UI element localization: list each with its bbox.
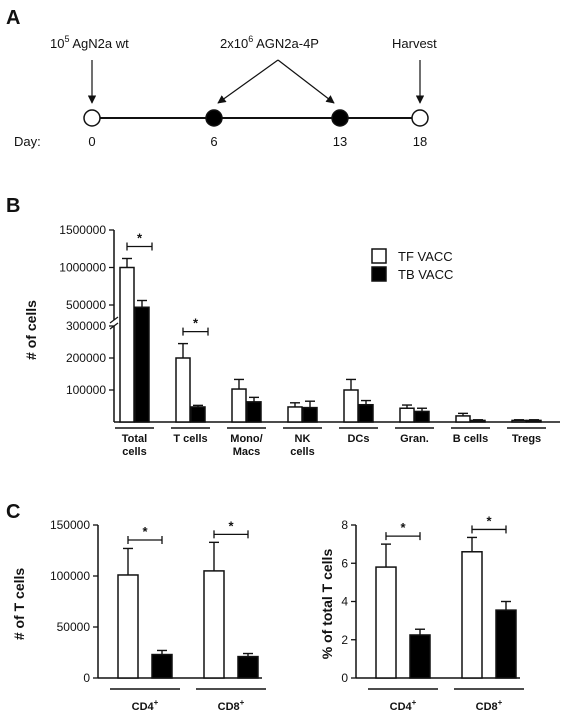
panel-c-right-significance-star: *	[486, 513, 492, 528]
panel-label-c: C	[6, 501, 20, 523]
panel-c-right-significance-star: *	[400, 520, 406, 535]
panel-b-category-label: B cells	[453, 433, 488, 445]
panel-b-category-label: Total	[122, 433, 147, 445]
panel-b-chart: # of cells 1500000 1000000 500000 300000 200…	[23, 223, 560, 458]
panel-b-category-label: Tregs	[512, 433, 541, 445]
panel-b-category-label: Macs	[233, 446, 261, 458]
panel-c-left-y-tick-label: 100000	[50, 569, 90, 583]
panel-b-bar-tf	[511, 419, 527, 423]
panel-c-left-significance-star: *	[228, 518, 234, 533]
timeline: 105 AgN2a wt 2x106 AGN2a-4P Harvest Day:	[14, 34, 437, 149]
panel-label-a: A	[6, 7, 20, 29]
panel-b-bar-tf	[231, 388, 247, 423]
panel-c-right-y-tick-label: 4	[341, 595, 348, 609]
panel-c-right-bar-tf	[461, 551, 483, 679]
panel-c-left-category-label: CD4+	[132, 698, 159, 713]
panel-c-left-bar-tf	[203, 570, 225, 679]
annotation-harvest: Harvest	[392, 36, 437, 51]
panel-b-bar-tb	[470, 419, 486, 423]
day-number-18: 18	[413, 134, 427, 149]
panel-c-right-bar-tb	[409, 634, 431, 679]
legend-swatch-tf-vacc	[371, 248, 387, 264]
panel-b-bar-tb	[134, 306, 150, 423]
legend-label-tf-vacc: TF VACC	[398, 249, 453, 264]
panel-c-left-category-label: CD8+	[218, 698, 245, 713]
panel-c-left-chart: # of T cells 150000 100000 50000 0 CD4+ CD8+ *…	[11, 518, 266, 713]
panel-b-category-label: NK	[295, 433, 311, 445]
panel-b-bar-tf	[455, 415, 471, 423]
panel-c-right-y-axis-title: % of total T cells	[319, 549, 335, 660]
day-label: Day:	[14, 134, 41, 149]
timeline-node-day-18	[411, 109, 429, 127]
panel-c-left-bar-tf	[117, 574, 139, 679]
day-number-13: 13	[333, 134, 347, 149]
day-number-0: 0	[88, 134, 95, 149]
panel-b-bar-tf	[119, 266, 135, 423]
panel-b-bar-tb	[526, 419, 542, 423]
legend: TF VACC TB VACC	[371, 248, 453, 282]
timeline-node-day-6	[205, 109, 223, 127]
panel-c-right-category-label: CD4+	[390, 698, 417, 713]
panel-b-bar-tb	[414, 410, 430, 423]
timeline-node-day-0	[83, 109, 101, 127]
panel-b-y-tick-label: 1000000	[59, 261, 106, 275]
panel-c-right-bar-tf	[375, 566, 397, 679]
panel-c-right-category-label: CD8+	[476, 698, 503, 713]
panel-b-bar-tf	[287, 406, 303, 423]
panel-c-left-bar-tb	[237, 655, 259, 679]
panel-b-y-tick-label: 1500000	[59, 223, 106, 237]
day-number-6: 6	[210, 134, 217, 149]
panel-c-left-y-tick-label: 50000	[57, 620, 91, 634]
panel-b-axis-break-mark	[109, 316, 119, 324]
arrow-day6	[217, 59, 279, 104]
panel-c-right-bar-tb	[495, 609, 517, 679]
panel-b-y-tick-label: 300000	[66, 319, 106, 333]
annotation-agn2a-wt: 105 AgN2a wt	[50, 34, 129, 51]
panel-b-category-label: cells	[122, 446, 146, 458]
panel-c-left-y-tick-label: 0	[83, 671, 90, 685]
legend-label-tb-vacc: TB VACC	[398, 267, 453, 282]
panel-b-y-tick-label: 100000	[66, 383, 106, 397]
panel-b-category-label: cells	[290, 446, 314, 458]
panel-c-left-y-tick-label: 150000	[50, 518, 90, 532]
panel-b-bar-tb	[190, 406, 206, 423]
panel-b-y-tick-label: 200000	[66, 351, 106, 365]
panel-b-y-tick-label: 500000	[66, 298, 106, 312]
panel-b-category-label: DCs	[347, 433, 369, 445]
panel-b-bar-tf	[175, 357, 191, 423]
panel-b-category-label: Mono/	[230, 433, 262, 445]
panel-c-left-y-axis-title: # of T cells	[11, 568, 27, 641]
panel-b-y-axis-title: # of cells	[23, 300, 39, 360]
panel-b-bar-tf	[399, 407, 415, 423]
panel-c-right-chart: % of total T cells 8 6 4 2 0 CD4+ CD8+ * *	[319, 513, 524, 713]
panel-c-right-y-tick-label: 8	[341, 518, 348, 532]
panel-b-significance-star: *	[137, 231, 143, 246]
legend-swatch-tb-vacc	[371, 266, 387, 282]
panel-c-right-y-tick-label: 0	[341, 671, 348, 685]
panel-b-bar-tb	[246, 401, 262, 423]
panel-b-category-label: Gran.	[400, 433, 429, 445]
panel-b-bar-tb	[358, 403, 374, 423]
panel-c-right-y-tick-label: 2	[341, 633, 348, 647]
panel-c-right-y-tick-label: 6	[341, 556, 348, 570]
annotation-agn2a-4p: 2x106 AGN2a-4P	[220, 34, 319, 51]
panel-b-bar-tf	[343, 389, 359, 423]
panel-label-b: B	[6, 195, 20, 217]
timeline-node-day-13	[331, 109, 349, 127]
panel-b-significance-star: *	[193, 316, 199, 331]
panel-b-bar-tb	[302, 406, 318, 423]
panel-c-left-significance-star: *	[142, 524, 148, 539]
panel-b-category-label: T cells	[173, 433, 207, 445]
panel-c-left-bar-tb	[151, 653, 173, 679]
arrow-day13	[277, 59, 335, 104]
